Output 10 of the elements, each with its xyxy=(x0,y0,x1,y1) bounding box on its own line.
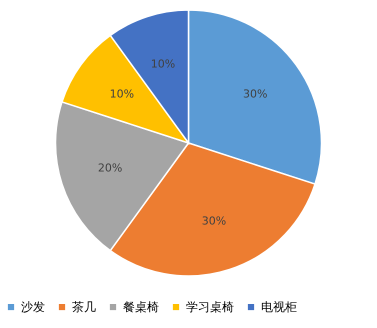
data-label: 20% xyxy=(98,161,122,174)
data-label: 10% xyxy=(150,58,176,71)
legend-label: 茶几 xyxy=(72,300,96,314)
legend-label: 沙发 xyxy=(21,300,45,314)
data-label: 10% xyxy=(110,88,134,101)
data-label: 30% xyxy=(242,88,268,101)
legend-label: 餐桌椅 xyxy=(123,300,159,314)
data-label: 30% xyxy=(202,214,226,228)
legend-label: 电视柜 xyxy=(261,300,297,314)
legend-label: 学习桌椅 xyxy=(186,300,234,314)
